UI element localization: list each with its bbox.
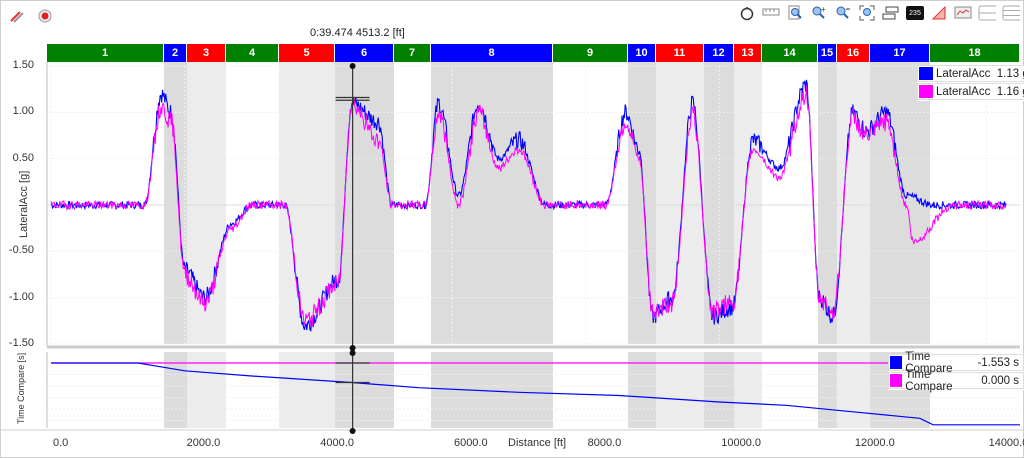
segment-3[interactable]: 3 xyxy=(187,44,226,62)
zoom-out-icon[interactable] xyxy=(834,5,852,21)
y-tick-label: -1.00 xyxy=(8,290,34,303)
counter-label: 235 xyxy=(909,9,921,17)
y-tick-label: 0.50 xyxy=(12,151,34,164)
x-tick-label: 10000.0 xyxy=(721,437,762,449)
segment-11[interactable]: 11 xyxy=(656,44,704,62)
segment-14[interactable]: 14 xyxy=(762,44,818,62)
ruler-icon[interactable] xyxy=(762,5,780,21)
split-2-icon[interactable] xyxy=(978,5,996,21)
chart-icon[interactable] xyxy=(954,5,972,21)
zoom-fit-icon[interactable] xyxy=(858,5,876,21)
x-tick-label: 8000.0 xyxy=(587,437,622,449)
y-tick-label: -0.50 xyxy=(8,244,34,257)
y-axis-label-bottom: Time Compare [s] xyxy=(16,352,26,424)
zoom-in-icon[interactable]: + xyxy=(810,5,828,21)
legend-value: 0.000 xyxy=(981,374,1011,387)
color-swatch xyxy=(890,374,903,387)
segment-10[interactable]: 10 xyxy=(628,44,656,62)
color-swatch xyxy=(919,67,933,80)
segment-15[interactable]: 15 xyxy=(818,44,837,62)
legend-item[interactable]: Time Compare -1.553 s xyxy=(888,351,1024,375)
x-tick-label: 12000.0 xyxy=(854,437,895,449)
x-tick-label: 2000.0 xyxy=(186,437,221,449)
toolbar-left xyxy=(8,8,54,24)
legend-unit: s xyxy=(1013,356,1019,369)
segment-18[interactable]: 18 xyxy=(930,44,1020,62)
legend-name: LateralAcc xyxy=(936,85,991,98)
y-tick-label: -1.50 xyxy=(8,337,34,349)
legend-name: LateralAcc xyxy=(936,67,991,80)
counter-icon[interactable]: 235 xyxy=(906,6,924,20)
segment-4[interactable]: 4 xyxy=(226,44,279,62)
cursor-readout: 0:39.474 4513.2 [ft] xyxy=(310,27,405,39)
toolbar-right: + 235 xyxy=(738,5,1020,21)
svg-text:+: + xyxy=(821,5,826,14)
segment-5[interactable]: 5 xyxy=(279,44,335,62)
segment-9[interactable]: 9 xyxy=(553,44,628,62)
segment-6[interactable]: 6 xyxy=(335,44,394,62)
record-icon[interactable] xyxy=(36,8,54,24)
y-tick-label: 1.50 xyxy=(12,59,34,71)
legend-item[interactable]: Time Compare 0.000 s xyxy=(888,369,1024,393)
stopwatch-icon[interactable] xyxy=(738,5,756,21)
legend-value: 1.16 xyxy=(996,85,1020,98)
legend-unit: g xyxy=(1022,86,1024,98)
x-tick-label: 0.0 xyxy=(53,437,69,449)
layout-icon[interactable] xyxy=(882,5,900,21)
split-3-icon[interactable] xyxy=(1002,5,1020,21)
legend-name: Time Compare xyxy=(905,350,953,375)
color-swatch xyxy=(919,85,933,98)
color-swatch xyxy=(890,356,903,369)
legend-top: LateralAcc 1.13 g LateralAcc 1.16 g xyxy=(917,65,1024,101)
triangle-icon[interactable] xyxy=(930,5,948,21)
segment-13[interactable]: 13 xyxy=(734,44,762,62)
x-tick-label: 14000.0 xyxy=(988,437,1024,449)
segment-7[interactable]: 7 xyxy=(394,44,431,62)
segment-16[interactable]: 16 xyxy=(837,44,870,62)
legend-item[interactable]: LateralAcc 1.16 g xyxy=(917,83,1024,100)
x-axis-label: Distance [ft] xyxy=(508,437,567,449)
x-tick-label: 6000.0 xyxy=(453,437,488,449)
legend-name: Time Compare xyxy=(905,368,953,393)
segment-8[interactable]: 8 xyxy=(431,44,553,62)
legend-item[interactable]: LateralAcc 1.13 g xyxy=(917,65,1024,82)
legend-bottom: Time Compare -1.553 s Time Compare 0.000… xyxy=(888,351,1024,393)
segment-12[interactable]: 12 xyxy=(704,44,734,62)
segment-1[interactable]: 1 xyxy=(47,44,164,62)
lap-lines-icon[interactable] xyxy=(8,8,26,24)
y-axis-label-top: LateralAcc [g] xyxy=(18,170,30,238)
segment-2[interactable]: 2 xyxy=(164,44,187,62)
legend-unit: g xyxy=(1022,68,1024,80)
segment-17[interactable]: 17 xyxy=(870,44,930,62)
legend-value: 1.13 xyxy=(996,67,1020,80)
legend-value: -1.553 xyxy=(977,356,1011,369)
y-tick-label: 1.00 xyxy=(12,105,34,118)
legend-unit: s xyxy=(1013,374,1019,387)
zoom-page-icon[interactable] xyxy=(786,5,804,21)
x-tick-label: 4000.0 xyxy=(320,437,354,449)
